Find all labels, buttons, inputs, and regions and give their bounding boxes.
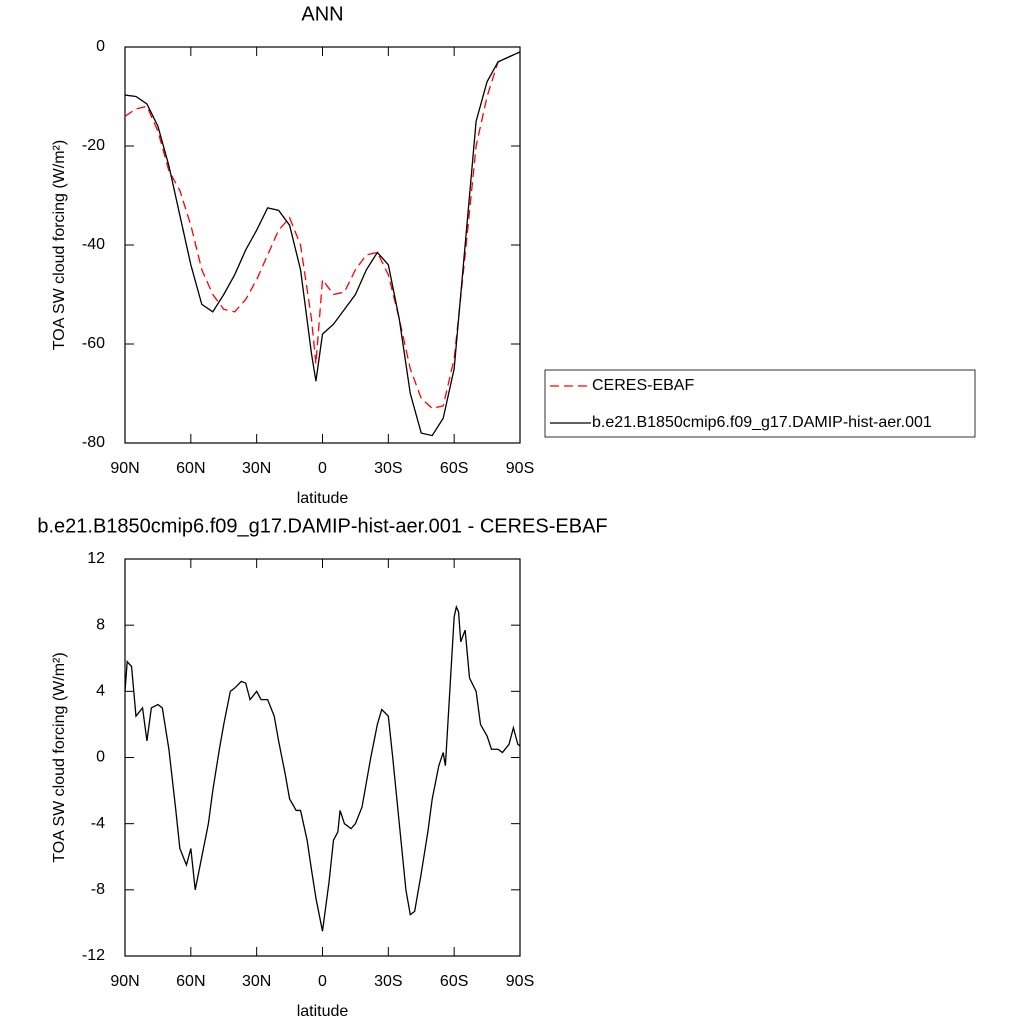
- y-tick-label: -80: [82, 434, 105, 451]
- x-tick-label: 90S: [506, 973, 534, 990]
- y-axis-label: TOA SW cloud forcing (W/m²): [51, 140, 68, 350]
- x-tick-label: 30N: [242, 460, 271, 477]
- y-axis-label: TOA SW cloud forcing (W/m²): [51, 652, 68, 862]
- x-tick-label: 60N: [176, 460, 205, 477]
- x-axis-label: latitude: [297, 490, 349, 507]
- y-tick-label: -60: [82, 335, 105, 352]
- x-axis-label: latitude: [297, 1003, 349, 1020]
- y-tick-label: -4: [91, 815, 105, 832]
- y-tick-label: 0: [96, 38, 105, 55]
- y-tick-label: 12: [87, 550, 105, 567]
- x-tick-label: 60S: [440, 460, 468, 477]
- x-tick-label: 0: [318, 973, 327, 990]
- legend-label: b.e21.B1850cmip6.f09_g17.DAMIP-hist-aer.…: [592, 414, 932, 431]
- y-tick-label: -12: [82, 947, 105, 964]
- x-tick-label: 90S: [506, 460, 534, 477]
- data-line: [124, 51, 521, 437]
- x-tick-label: 60N: [176, 973, 205, 990]
- data-line: [124, 51, 521, 410]
- x-tick-label: 0: [318, 460, 327, 477]
- x-tick-label: 30S: [374, 460, 402, 477]
- data-line: [124, 604, 521, 932]
- y-tick-label: -20: [82, 137, 105, 154]
- plot-frame: [124, 46, 521, 444]
- legend-box: [544, 369, 976, 438]
- x-tick-label: 60S: [440, 973, 468, 990]
- legend-label: CERES-EBAF: [592, 377, 694, 394]
- y-tick-label: 0: [96, 749, 105, 766]
- chart-title: ANN: [301, 3, 343, 25]
- x-tick-label: 30N: [242, 973, 271, 990]
- y-tick-label: -8: [91, 881, 105, 898]
- y-tick-label: 4: [96, 683, 105, 700]
- y-tick-label: -40: [82, 236, 105, 253]
- x-tick-label: 90N: [110, 973, 139, 990]
- x-tick-label: 90N: [110, 460, 139, 477]
- chart-title: b.e21.B1850cmip6.f09_g17.DAMIP-hist-aer.…: [37, 515, 607, 537]
- x-tick-label: 30S: [374, 973, 402, 990]
- plot-frame: [124, 558, 521, 957]
- y-tick-label: 8: [96, 616, 105, 633]
